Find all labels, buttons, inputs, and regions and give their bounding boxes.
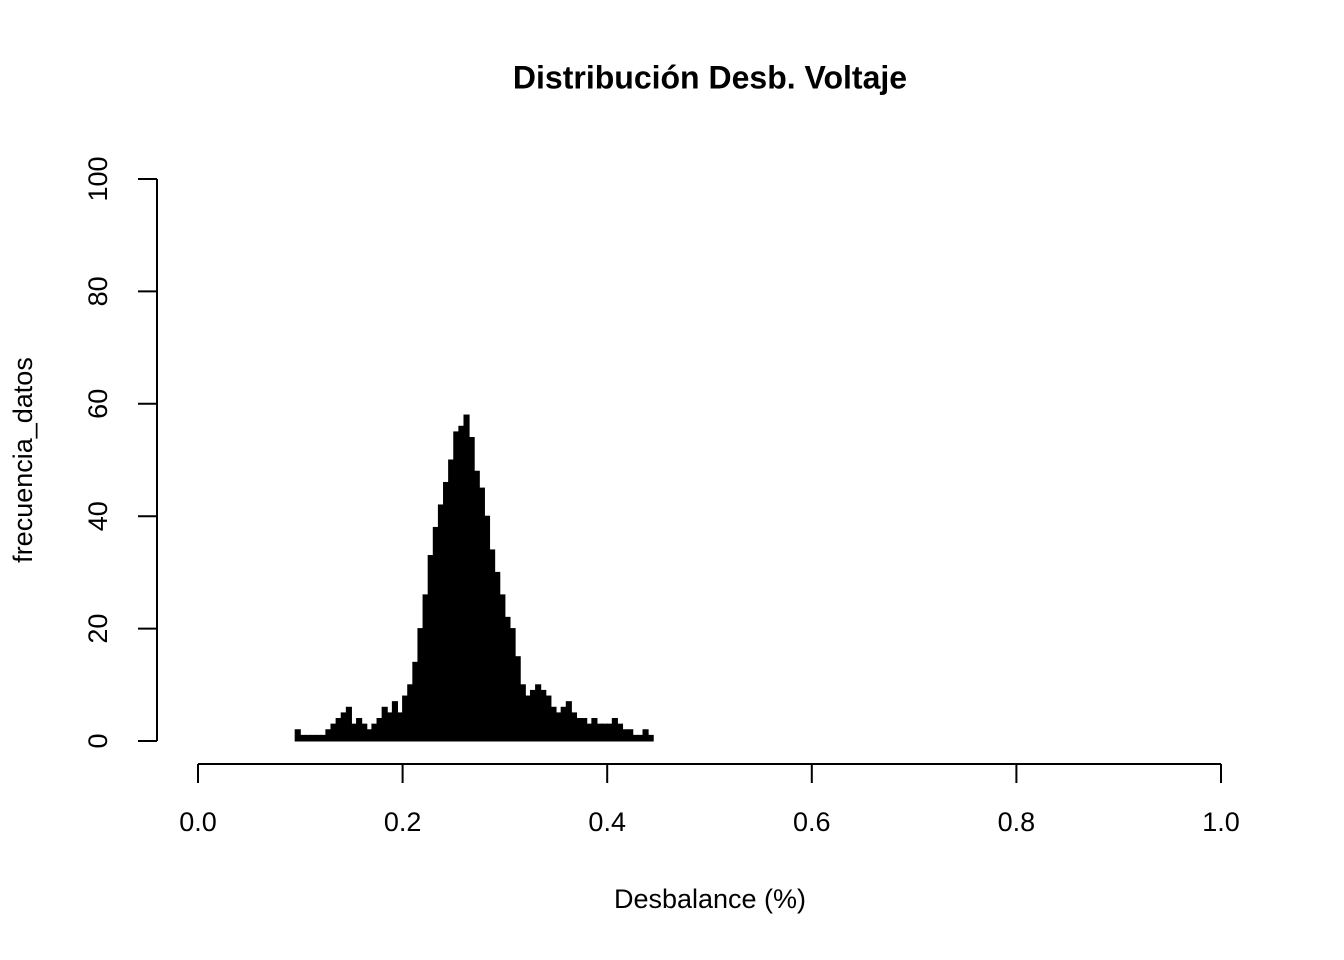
x-tick-label: 0.0 [179,807,217,837]
bar [345,706,352,742]
bar [443,481,450,742]
bar [601,723,608,742]
bar [386,712,393,742]
bar [576,718,583,742]
bar [468,437,475,742]
bar [335,718,342,742]
bar [310,734,317,742]
bar [611,718,618,742]
bar [560,706,567,742]
bar [622,729,629,742]
bar [509,628,516,742]
bar [453,431,460,742]
bar [340,712,347,742]
bar [463,414,470,742]
bar [483,515,491,742]
y-tick-label: 80 [83,276,113,306]
bar [473,470,480,742]
bar [529,689,537,742]
y-tick-label: 100 [83,156,113,201]
bar [478,487,485,742]
bar [320,734,327,742]
chart-title: Distribución Desb. Voltaje [513,59,907,95]
bar [545,695,552,742]
bar [647,734,654,742]
bar [504,616,511,742]
bar [524,695,531,742]
x-tick-label: 0.6 [793,807,831,837]
bar [637,734,644,742]
bar [376,718,383,742]
bar [361,723,368,742]
y-axis-label: frecuencia_datos [8,357,38,563]
bar [315,734,322,742]
bar [417,628,424,742]
y-tick-label: 20 [83,614,113,644]
bar [519,684,526,742]
bar [356,718,363,742]
bar [596,723,603,742]
bar [366,729,373,742]
bar [555,712,562,742]
bar [642,729,649,742]
bar [540,689,547,742]
bar [489,549,496,742]
x-tick-label: 0.2 [384,807,422,837]
bar [586,723,593,742]
bar [330,723,337,742]
bar [458,425,465,742]
bar [494,571,501,742]
bar [325,729,332,742]
bar [371,723,378,742]
y-tick-label: 60 [83,389,113,419]
bar [581,718,588,742]
bar [350,723,358,742]
bar [422,594,429,742]
bar [396,712,404,742]
x-axis-label: Desbalance (%) [614,884,806,914]
bar [437,504,445,742]
bar [381,706,388,742]
bar [402,695,409,742]
bar [616,723,624,742]
bar [407,684,414,742]
y-tick-label: 40 [83,501,113,531]
bar [427,555,434,742]
bar [632,734,639,742]
x-tick-label: 1.0 [1202,807,1240,837]
x-tick-label: 0.8 [998,807,1036,837]
bar [432,526,439,742]
bar [627,729,634,742]
bar [535,684,542,742]
bar [514,656,521,742]
bar [565,701,572,742]
bar [391,701,398,742]
bar [294,729,301,742]
bar [606,723,613,742]
bar [591,718,598,742]
bar [570,712,578,742]
bar [448,459,455,742]
bar [550,706,557,742]
x-tick-label: 0.4 [588,807,626,837]
bar [499,594,506,742]
bar [304,734,312,742]
y-tick-label: 0 [83,733,113,748]
bar [299,734,306,742]
bar [412,661,419,742]
